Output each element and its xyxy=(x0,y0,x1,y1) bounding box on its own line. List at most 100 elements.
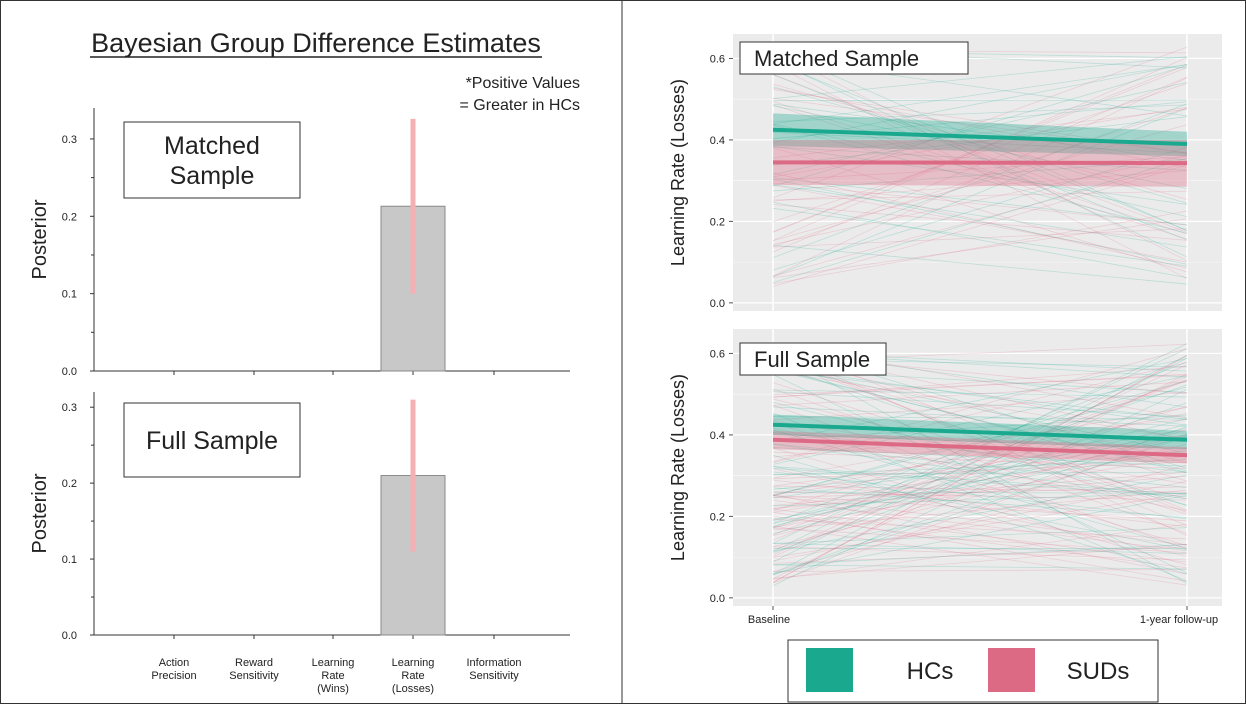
y-axis-label: Learning Rate (Losses) xyxy=(668,79,688,266)
individual-trajectory xyxy=(772,375,1188,465)
individual-trajectory xyxy=(772,380,1188,497)
individual-trajectory xyxy=(772,207,1188,267)
individual-trajectory xyxy=(772,357,1188,575)
chart-title: Bayesian Group Difference Estimates xyxy=(91,28,541,58)
individual-trajectory xyxy=(772,355,1188,583)
individual-trajectory xyxy=(772,164,1188,287)
individual-trajectory xyxy=(772,392,1188,421)
y-axis-label: Posterior xyxy=(29,473,51,553)
individual-trajectory xyxy=(772,494,1188,522)
individual-trajectory xyxy=(772,546,1188,561)
individual-trajectory xyxy=(772,364,1188,507)
individual-trajectory xyxy=(772,162,1188,277)
y-tick-label: 0.0 xyxy=(62,630,77,642)
individual-trajectory xyxy=(772,366,1188,426)
y-tick-label: 0.2 xyxy=(710,216,725,228)
individual-trajectory xyxy=(772,443,1188,548)
individual-trajectory xyxy=(772,57,1188,241)
individual-trajectory xyxy=(772,384,1188,528)
individual-trajectory xyxy=(772,81,1188,176)
individual-trajectory xyxy=(772,474,1188,552)
individual-trajectory xyxy=(772,495,1188,546)
individual-trajectory xyxy=(772,416,1188,420)
y-tick-label: 0.4 xyxy=(710,430,725,442)
category-label: Information xyxy=(466,657,521,669)
category-label: Sensitivity xyxy=(469,670,519,682)
individual-trajectory xyxy=(772,202,1188,279)
individual-trajectory xyxy=(772,391,1188,418)
individual-trajectory xyxy=(772,108,1188,159)
individual-trajectory xyxy=(772,64,1188,125)
individual-trajectory xyxy=(772,182,1188,226)
individual-trajectory xyxy=(772,433,1188,584)
individual-trajectory xyxy=(772,401,1188,506)
individual-trajectory xyxy=(772,178,1188,265)
individual-trajectory xyxy=(772,381,1188,406)
mean-line xyxy=(772,160,1188,166)
individual-trajectory xyxy=(772,471,1188,520)
individual-trajectory xyxy=(772,471,1188,506)
confidence-band xyxy=(773,113,1187,157)
individual-trajectory xyxy=(772,389,1188,398)
legend: HCs SUDs xyxy=(787,639,1159,703)
mean-line xyxy=(772,127,1188,146)
individual-trajectory xyxy=(772,156,1188,181)
individual-trajectory xyxy=(772,388,1188,586)
mean-line xyxy=(772,437,1188,458)
individual-trajectory xyxy=(772,523,1188,580)
individual-trajectory xyxy=(772,423,1188,527)
individual-trajectory xyxy=(772,124,1188,242)
individual-trajectory xyxy=(772,449,1188,520)
individual-trajectory xyxy=(772,46,1188,199)
individual-trajectory xyxy=(772,104,1188,122)
individual-trajectory xyxy=(772,73,1188,241)
individual-trajectory xyxy=(772,370,1188,440)
individual-trajectory xyxy=(772,435,1188,499)
individual-trajectory xyxy=(772,61,1188,231)
line-panel-0: 0.0 0.2 0.4 0.6 Learning Rate (Losses) Matche… xyxy=(668,34,1222,311)
individual-trajectory xyxy=(772,373,1188,580)
individual-trajectory xyxy=(772,479,1188,528)
individual-trajectory xyxy=(772,429,1188,549)
individual-trajectory xyxy=(772,87,1188,168)
individual-trajectory xyxy=(772,491,1188,501)
individual-trajectory xyxy=(772,544,1188,566)
individual-trajectory xyxy=(772,210,1188,285)
plot-background xyxy=(733,34,1222,311)
individual-trajectory xyxy=(772,59,1188,258)
individual-trajectory xyxy=(772,450,1188,490)
individual-trajectory xyxy=(772,355,1188,583)
individual-trajectory xyxy=(772,511,1188,582)
legend-label-suds: SUDs xyxy=(1067,658,1130,685)
individual-trajectory xyxy=(772,508,1188,563)
individual-trajectory xyxy=(772,546,1188,564)
y-tick-label: 0.6 xyxy=(710,53,725,65)
y-tick-label: 0.2 xyxy=(710,511,725,523)
individual-trajectory xyxy=(772,433,1188,450)
individual-trajectory xyxy=(772,48,1188,232)
individual-trajectory xyxy=(772,491,1188,494)
individual-trajectory xyxy=(772,154,1188,245)
individual-trajectory xyxy=(772,487,1188,518)
individual-trajectory xyxy=(772,461,1188,480)
panel-label-text: Sample xyxy=(170,162,255,190)
legend-swatch-suds xyxy=(988,648,1035,692)
individual-trajectory xyxy=(772,414,1188,441)
individual-trajectory xyxy=(772,434,1188,496)
individual-trajectory xyxy=(772,485,1188,493)
individual-trajectory xyxy=(772,50,1188,262)
y-axis-label: Learning Rate (Losses) xyxy=(668,374,688,561)
panel-label-box xyxy=(739,342,887,376)
individual-trajectory xyxy=(772,564,1188,570)
individual-trajectory xyxy=(772,361,1188,524)
individual-trajectory xyxy=(772,407,1188,479)
bayesian-estimates-panel: Bayesian Group Difference Estimates *Pos… xyxy=(29,28,580,695)
individual-trajectory xyxy=(772,471,1188,475)
individual-trajectory xyxy=(772,107,1188,278)
individual-trajectory xyxy=(772,103,1188,161)
individual-trajectory xyxy=(772,65,1188,187)
individual-trajectory xyxy=(772,131,1188,154)
individual-trajectory xyxy=(772,145,1188,205)
